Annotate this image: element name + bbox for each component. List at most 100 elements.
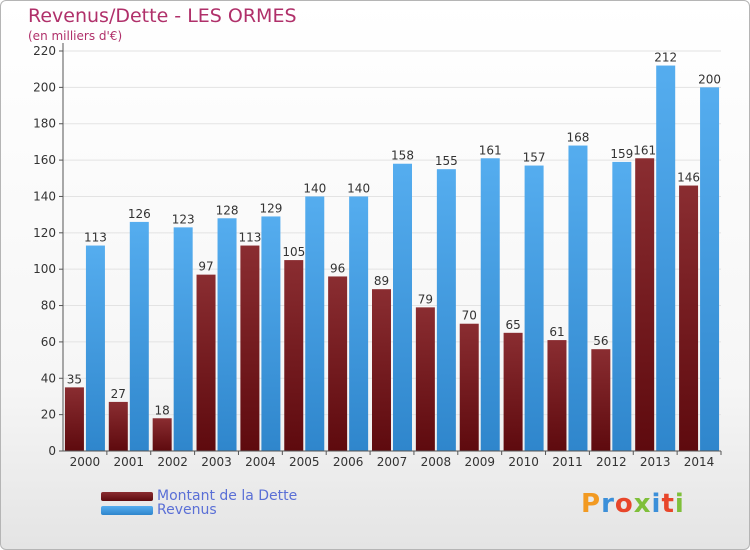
bar-dette [152,418,172,451]
bar-dette [196,274,216,451]
y-tick-label: 180 [33,117,56,131]
bar-revenus [393,163,412,451]
logo-letter: x [633,489,652,519]
data-label-revenus: 140 [347,181,370,195]
bar-revenus [349,196,369,451]
data-label-revenus: 123 [172,212,195,226]
legend-swatch-dette [101,491,153,501]
logo-letter: o [614,489,634,519]
y-tick-label: 0 [48,444,56,458]
x-tick-label: 2007 [377,455,408,469]
bar-dette [679,185,699,451]
data-label-dette: 56 [593,334,608,348]
bar-dette [240,245,260,451]
bar-revenus [700,87,720,451]
y-tick-label: 140 [33,189,56,203]
bar-dette [635,158,655,452]
data-label-revenus: 155 [435,154,458,168]
y-tick-label: 80 [41,299,56,313]
y-tick-label: 120 [33,226,56,240]
data-label-revenus: 158 [391,149,414,163]
legend-label-revenus: Revenus [157,502,217,518]
logo-letter: i [674,489,685,519]
data-label-dette: 161 [633,143,656,157]
bar-revenus [524,165,544,451]
data-label-revenus: 168 [567,131,590,145]
bar-dette [591,349,611,451]
y-tick-label: 160 [33,153,56,167]
data-label-revenus: 128 [216,203,239,217]
x-tick-label: 2012 [596,455,627,469]
y-tick-label: 220 [33,44,56,58]
y-tick-label: 100 [33,262,56,276]
data-label-revenus: 159 [610,147,633,161]
proxiti-logo: Proxiti [581,489,685,519]
bar-revenus [173,227,193,451]
bar-dette [328,276,348,451]
logo-letter: t [661,489,675,519]
bar-revenus [568,145,588,451]
chart-title: Revenus/Dette - LES ORMES [28,5,297,27]
x-tick-label: 2003 [201,455,232,469]
data-label-revenus: 200 [698,72,721,86]
bar-revenus [656,65,676,451]
bar-revenus [85,245,105,451]
data-label-revenus: 140 [303,181,326,195]
data-label-revenus: 157 [523,151,546,165]
logo-letter: i [651,489,662,519]
x-tick-label: 2008 [421,455,452,469]
x-tick-label: 2004 [245,455,276,469]
data-label-dette: 35 [67,372,82,386]
bar-dette [108,401,128,451]
bar-dette [284,260,304,451]
data-label-revenus: 161 [479,143,502,157]
data-label-dette: 113 [238,231,261,245]
data-label-dette: 79 [418,292,433,306]
bar-revenus [129,221,149,451]
y-tick-label: 20 [41,408,56,422]
bar-revenus [217,218,237,451]
bar-revenus [261,216,281,451]
x-tick-label: 2010 [508,455,539,469]
data-label-revenus: 129 [259,201,282,215]
data-label-dette: 96 [330,261,345,275]
bar-dette [64,387,84,451]
x-tick-label: 2013 [640,455,671,469]
x-tick-label: 2005 [289,455,320,469]
data-label-dette: 89 [374,274,389,288]
data-label-revenus: 212 [654,51,677,65]
data-label-dette: 105 [282,245,305,259]
x-tick-label: 2014 [684,455,715,469]
x-tick-label: 2009 [464,455,495,469]
data-label-dette: 70 [462,309,477,323]
logo-letter: r [601,489,615,519]
x-tick-label: 2006 [333,455,364,469]
bar-dette [503,332,523,451]
chart-subtitle: (en milliers d'€) [28,29,123,43]
data-label-revenus: 126 [128,207,151,221]
data-label-dette: 146 [677,171,700,185]
logo-letter: P [581,489,602,519]
bar-revenus [305,196,325,451]
bar-dette [547,340,567,451]
x-tick-label: 2011 [552,455,583,469]
data-label-dette: 61 [549,325,564,339]
x-tick-label: 2001 [114,455,145,469]
bar-revenus [436,169,456,451]
bar-dette [459,323,479,451]
y-tick-label: 40 [41,371,56,385]
bar-revenus [480,158,500,452]
legend-label-dette: Montant de la Dette [157,488,298,504]
data-label-dette: 18 [155,403,170,417]
data-label-dette: 27 [111,387,126,401]
y-tick-label: 60 [41,335,56,349]
bar-revenus [612,161,632,451]
data-label-revenus: 113 [84,231,107,245]
legend-swatch-revenus [101,505,153,515]
data-label-dette: 97 [198,260,213,274]
x-tick-label: 2000 [70,455,101,469]
y-tick-label: 200 [33,80,56,94]
bar-dette [415,307,435,451]
bar-dette [372,289,391,451]
